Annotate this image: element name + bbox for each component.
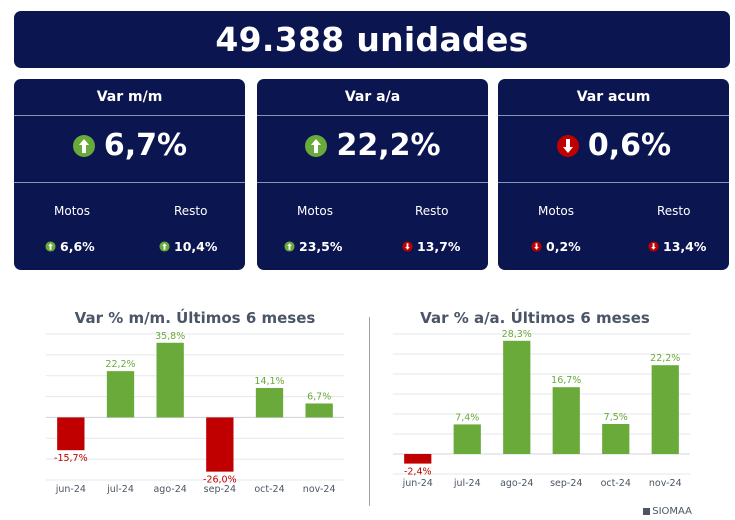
arrow-down-icon xyxy=(556,134,580,158)
bar xyxy=(255,388,284,418)
brand-name: SIOMAA xyxy=(652,506,692,517)
x-tick-label: oct-24 xyxy=(254,484,284,495)
card-title: Var a/a xyxy=(344,89,401,105)
brand-footer: SIOMAA xyxy=(643,506,692,517)
total-units-value: 49.388 unidades xyxy=(215,20,529,59)
x-tick-label: ago-24 xyxy=(500,478,533,489)
card-title: Var m/m xyxy=(96,89,163,105)
card-title: Var acum xyxy=(576,89,651,105)
data-label: -2,4% xyxy=(404,467,432,478)
card-main-value: 6,7% xyxy=(103,128,188,163)
motos-value: 6,6% xyxy=(60,239,95,254)
brand-logo-icon xyxy=(643,508,651,515)
arrow-down-icon xyxy=(531,241,542,252)
motos-label: Motos xyxy=(54,204,90,218)
bar xyxy=(552,387,580,454)
card-var-aa: Var a/a 22,2% Motos Resto 23,5% 13,7% xyxy=(257,79,488,270)
resto-value: 13,4% xyxy=(663,239,707,254)
resto-label: Resto xyxy=(415,204,449,218)
data-label: 28,3% xyxy=(502,329,532,340)
data-label: -26,0% xyxy=(203,475,237,486)
card-divider-top xyxy=(14,115,245,116)
data-label: 14,1% xyxy=(254,376,284,387)
x-tick-label: oct-24 xyxy=(601,478,631,489)
data-label: 6,7% xyxy=(307,391,331,402)
motos-value: 23,5% xyxy=(299,239,343,254)
bar xyxy=(651,365,679,454)
card-divider-bottom xyxy=(14,182,245,183)
motos-label: Motos xyxy=(297,204,333,218)
bar xyxy=(453,424,481,454)
bar xyxy=(206,417,234,472)
bar xyxy=(404,454,432,464)
arrow-up-icon xyxy=(45,241,56,252)
data-label: 7,5% xyxy=(604,412,628,423)
data-label: 22,2% xyxy=(650,353,680,364)
card-var-mm: Var m/m 6,7% Motos Resto 6,6% 10,4% xyxy=(14,79,245,270)
arrow-down-icon xyxy=(648,241,659,252)
x-tick-label: sep-24 xyxy=(550,478,582,489)
chart-title-mm: Var % m/m. Últimos 6 meses xyxy=(74,309,316,327)
bar xyxy=(106,371,135,418)
bar xyxy=(503,340,531,454)
bar xyxy=(57,417,85,451)
x-tick-label: nov-24 xyxy=(303,484,336,495)
resto-label: Resto xyxy=(174,204,208,218)
data-label: 22,2% xyxy=(105,359,135,370)
x-tick-label: ago-24 xyxy=(153,484,186,495)
card-divider-top xyxy=(257,115,488,116)
card-var-acum: Var acum 0,6% Motos Resto 0,2% 13,4% xyxy=(498,79,729,270)
resto-label: Resto xyxy=(657,204,691,218)
arrow-up-icon xyxy=(304,134,328,158)
data-label: -15,7% xyxy=(54,453,88,464)
total-units-banner: 49.388 unidades xyxy=(14,11,730,68)
x-tick-label: jun-24 xyxy=(402,478,433,489)
resto-value: 13,7% xyxy=(417,239,461,254)
data-label: 16,7% xyxy=(551,375,581,386)
resto-value: 10,4% xyxy=(174,239,218,254)
chart-divider xyxy=(369,317,370,506)
card-divider-bottom xyxy=(498,182,729,183)
motos-value: 0,2% xyxy=(546,239,581,254)
x-tick-label: nov-24 xyxy=(649,478,682,489)
arrow-down-icon xyxy=(402,241,413,252)
x-tick-label: jun-24 xyxy=(55,484,86,495)
bar xyxy=(602,424,630,454)
arrow-up-icon xyxy=(72,134,96,158)
x-tick-label: jul-24 xyxy=(106,484,134,495)
bar xyxy=(305,403,333,418)
card-divider-bottom xyxy=(257,182,488,183)
arrow-up-icon xyxy=(159,241,170,252)
card-divider-top xyxy=(498,115,729,116)
card-main-value: 0,6% xyxy=(587,128,672,163)
card-main-value: 22,2% xyxy=(336,128,441,163)
arrow-up-icon xyxy=(284,241,295,252)
data-label: 35,8% xyxy=(155,331,185,342)
x-tick-label: sep-24 xyxy=(204,484,236,495)
data-label: 7,4% xyxy=(455,412,479,423)
chart-title-aa: Var % a/a. Últimos 6 meses xyxy=(420,309,650,327)
bar xyxy=(156,342,184,418)
x-tick-label: jul-24 xyxy=(453,478,481,489)
motos-label: Motos xyxy=(538,204,574,218)
